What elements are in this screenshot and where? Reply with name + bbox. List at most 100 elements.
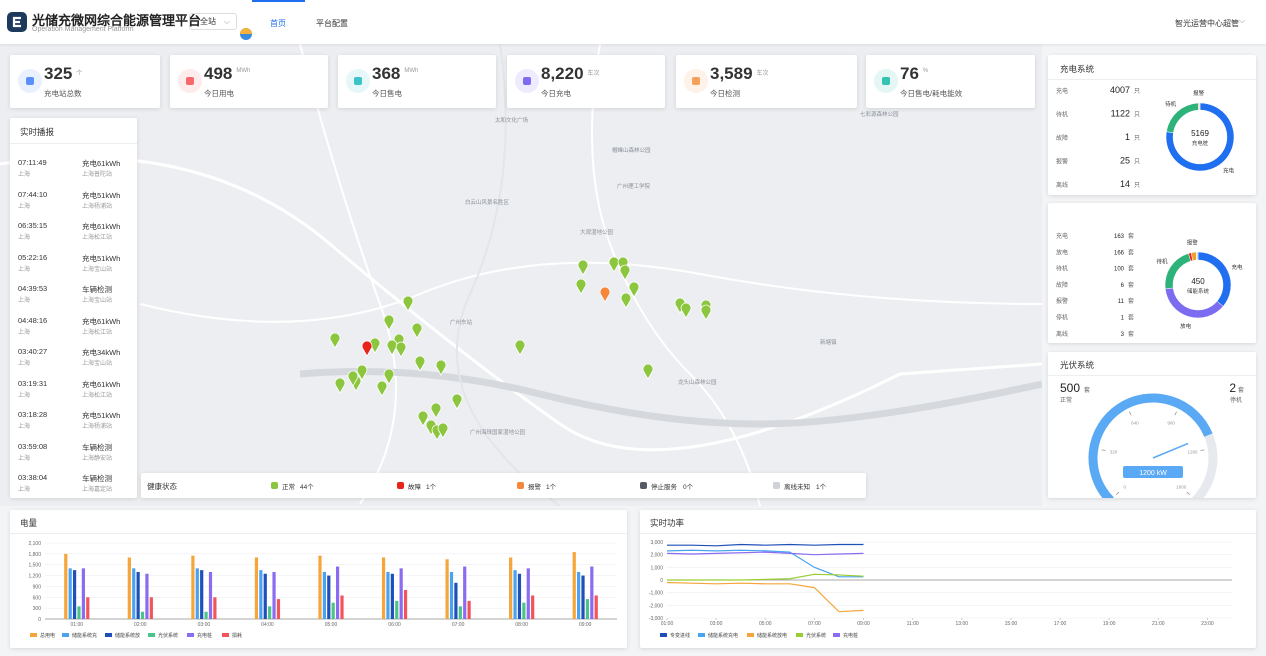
line [666,549,864,578]
donut-segment [1164,253,1192,290]
feed-event: 充电51kWh [82,411,121,420]
legend-swatch [222,633,229,637]
y-tick-label: 600 [33,595,42,601]
donut-segment [1199,102,1201,111]
logo-mark [12,16,21,28]
divider [640,533,1256,534]
status-value: 3 [1121,332,1125,338]
legend-swatch [660,633,667,637]
bar [64,553,68,619]
stat-label: 今日充电 [541,89,571,98]
stat-value: 8,220 [541,64,584,83]
status-name: 报警 [1056,297,1068,305]
status-name: 放电 [1056,248,1068,256]
pv-unit: 套 [1084,386,1090,394]
x-tick-label: 17:00 [1054,621,1067,627]
bar [517,573,522,619]
bar [594,595,598,619]
stat-icon [684,69,708,93]
map-pin [376,380,388,397]
nav-item[interactable]: 首页 [270,19,286,28]
stat-icon-dot [26,77,34,85]
map-pin [620,292,632,309]
feed-city: 上海 [18,298,31,304]
x-tick-label: 09:00 [579,622,592,628]
map-pin [437,422,449,439]
bar [136,571,140,619]
health-name: 离线未知 [784,484,810,491]
donut-label: 待机 [1157,257,1169,265]
stat-icon [515,69,539,93]
feed-city: 上海 [18,455,31,462]
health-name: 正常 [282,484,295,491]
bar [145,573,149,619]
chart-title: 实时功率 [650,518,685,528]
gauge-tick-label: 0 [1123,484,1126,489]
stat-card: 498 MWh 今日用电 [170,55,328,108]
bar [132,568,136,619]
gauge-tick-label: 1280 [1187,450,1198,455]
feed-event: 充电61kWh [82,222,121,231]
y-tick-label: 1,200 [28,574,41,580]
status-name: 离线 [1056,330,1068,338]
status-value: 1122 [1111,109,1130,119]
station-select-text: 全站 [200,17,216,26]
y-tick-label: 300 [33,606,42,612]
status-value: 163 [1114,234,1125,240]
health-count: 0个 [683,484,694,491]
y-tick-label: 0 [660,578,663,584]
nav-active-bar [252,0,305,2]
stat-value-row: 498 MWh [204,64,250,84]
stat-unit: 车次 [587,71,600,77]
map-pin [414,355,426,372]
pv-count: 500 [1060,381,1080,395]
stat-value: 368 [372,64,401,83]
legend-label: 储能系统充电 [708,632,738,639]
feed-event: 车辆检测 [82,285,112,294]
bar [259,570,263,619]
chart-canvas: -3,000 -2,000 -1,000 0 1,000 2,000 3,000 专变进线 储能… [649,540,1232,639]
nav-item[interactable]: 平台配置 [316,19,348,28]
gauge-tick-label: 960 [1167,420,1175,425]
bar [381,557,386,619]
stat-icon [346,69,370,93]
feed-time: 03:59:08 [18,441,48,451]
divider [1048,79,1256,80]
feed-time: 07:44:10 [18,189,48,199]
feed-station: 上海杨浦站 [82,424,113,430]
line [666,551,864,556]
status-name: 停机 [1056,314,1068,322]
feed-time: 06:35:15 [18,221,48,230]
stat-label: 今日售电 [372,89,402,98]
feed-time: 03:19:31 [18,378,48,388]
bar [72,570,77,619]
feed-title: 实时播报 [20,127,55,137]
gauge-tick-label: 1600 [1176,484,1187,489]
bar [68,568,72,619]
map-pin [700,304,712,321]
station-select[interactable]: 全站 ⌵ [189,13,237,30]
line [667,543,864,547]
stat-icon [18,69,42,93]
y-tick-label: 0 [38,617,41,623]
bar [467,600,471,619]
feed-city: 上海 [18,172,31,178]
y-tick-label: -3,000 [649,616,663,622]
chart-canvas: 0 300 600 900 1,200 1,500 1,800 2,100 总用电 储能系统充 储能… [28,541,617,639]
status-name: 离线 [1056,181,1068,189]
y-tick-label: -1,000 [649,591,663,597]
legend-label: 储能系统放 [115,632,140,639]
legend-swatch [747,633,754,637]
status-panel: 充电 163 套放电 166 套待机 100 套故障 6 套报警 11 套停机 1 套离线 3 套充电 放电待… [1048,203,1256,343]
pv-panel: 500 套正常 2 套停机 0 320 640 960 1280 1600 1200 kW 光伏系统 [1048,352,1256,498]
feed-city: 上海 [18,361,31,367]
bar [254,557,259,619]
donut-label: 充电 [1223,166,1235,174]
bar [458,606,462,619]
bar [191,555,195,619]
gauge-tick-label: 640 [1131,420,1139,425]
user-menu[interactable]: 智光运营中心超管 [1175,19,1239,28]
bar [331,602,335,619]
stat-card: 3,589 车次 今日检测 [676,55,857,108]
status-name: 充电 [1056,87,1068,95]
